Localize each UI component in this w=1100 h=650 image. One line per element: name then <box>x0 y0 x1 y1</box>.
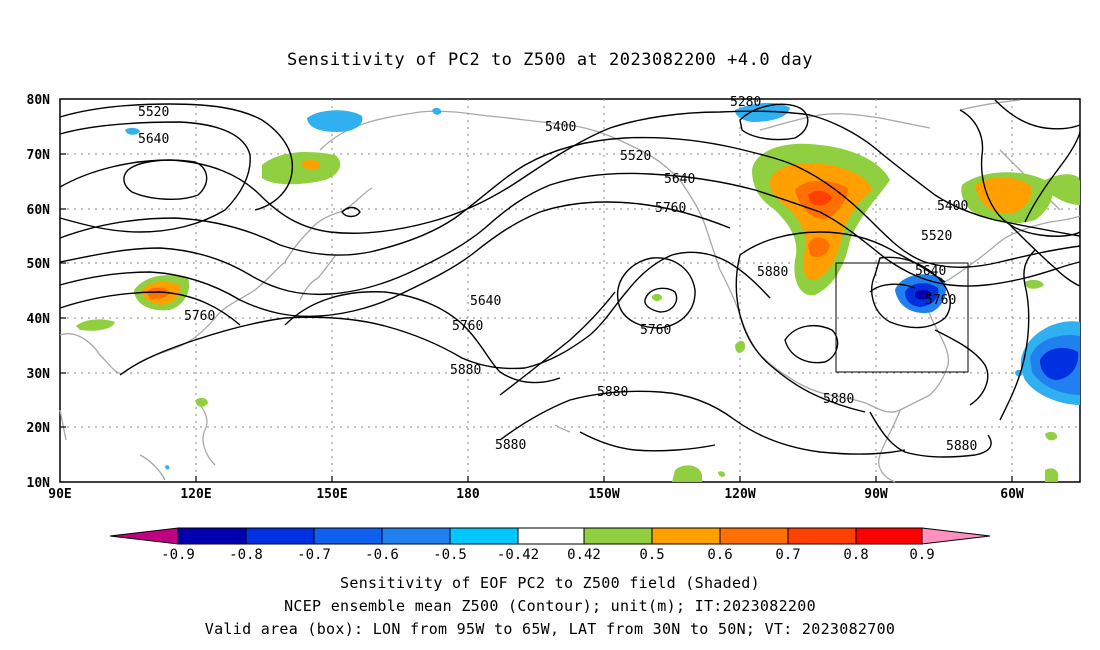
contour-label: 5640 <box>470 294 501 309</box>
longitude-labels: 90E 120E 150E 180 150W 120W 90W 60W <box>48 487 1024 502</box>
lon-label: 60W <box>1000 487 1024 502</box>
colorbar-label: 0.8 <box>843 547 868 563</box>
contour-label: 5760 <box>640 323 671 338</box>
colorbar-label: 0.42 <box>567 547 601 563</box>
lat-label: 80N <box>27 93 51 108</box>
colorbar-swatch <box>855 527 923 545</box>
contour-label: 5640 <box>138 132 169 147</box>
colorbar-label: -0.7 <box>297 547 331 563</box>
lon-label: 120W <box>724 487 755 502</box>
lat-label: 50N <box>27 257 51 272</box>
colorbar-low-triangle <box>109 527 179 545</box>
contour-label: 5880 <box>946 439 977 454</box>
lat-label: 30N <box>27 367 51 382</box>
colorbar-swatch <box>787 527 857 545</box>
colorbar <box>109 527 991 545</box>
colorbar-swatch <box>651 527 721 545</box>
colorbar-swatch <box>583 527 653 545</box>
colorbar-label: 0.7 <box>775 547 800 563</box>
contour-label: 5400 <box>937 199 968 214</box>
contour-label: 5520 <box>620 149 651 164</box>
colorbar-swatch <box>177 527 247 545</box>
contour-label: 5880 <box>823 392 854 407</box>
colorbar-swatch <box>517 527 585 545</box>
z500-contours <box>59 99 1081 458</box>
colorbar-label: -0.6 <box>365 547 399 563</box>
colorbar-label: -0.42 <box>497 547 539 563</box>
lon-label: 120E <box>180 487 211 502</box>
colorbar-swatch <box>719 527 789 545</box>
sensitivity-shading-negative <box>125 102 1080 470</box>
lon-label: 150E <box>316 487 347 502</box>
lon-label: 180 <box>456 487 480 502</box>
caption-line: NCEP ensemble mean Z500 (Contour); unit(… <box>284 597 816 615</box>
colorbar-swatch <box>449 527 519 545</box>
caption-line: Sensitivity of EOF PC2 to Z500 field (Sh… <box>340 574 760 592</box>
colorbar-swatch <box>381 527 451 545</box>
colorbar-label: -0.5 <box>433 547 467 563</box>
contour-label: 5880 <box>757 265 788 280</box>
colorbar-label: -0.8 <box>229 547 263 563</box>
page-title: Sensitivity of PC2 to Z500 at 2023082200… <box>286 50 813 70</box>
lat-label: 70N <box>27 148 51 163</box>
lat-label: 60N <box>27 203 51 218</box>
colorbar-label: -0.9 <box>161 547 195 563</box>
lon-label: 150W <box>588 487 619 502</box>
contour-label: 5640 <box>664 172 695 187</box>
contour-label: 5280 <box>730 95 761 110</box>
contour-labels: 5520 5640 5400 5280 5520 5640 5760 5400 … <box>138 95 977 454</box>
lon-label: 90E <box>48 487 71 502</box>
valid-area-box <box>835 262 969 373</box>
lon-label: 90W <box>864 487 888 502</box>
colorbar-label: 0.5 <box>639 547 664 563</box>
contour-label: 5880 <box>495 438 526 453</box>
caption-line: Valid area (box): LON from 95W to 65W, L… <box>204 620 896 638</box>
contour-label: 5880 <box>597 385 628 400</box>
contour-label: 5400 <box>545 120 576 135</box>
lat-label: 40N <box>27 312 51 327</box>
colorbar-label: 0.6 <box>707 547 732 563</box>
contour-label: 5760 <box>184 309 215 324</box>
lat-label: 20N <box>27 421 51 436</box>
colorbar-high-triangle <box>921 527 991 545</box>
contour-label: 5880 <box>450 363 481 378</box>
colorbar-swatch <box>245 527 315 545</box>
latitude-labels: 80N 70N 60N 50N 40N 30N 20N 10N <box>27 93 51 491</box>
contour-label: 5760 <box>452 319 483 334</box>
lat-label: 10N <box>27 476 51 491</box>
contour-label: 5640 <box>915 264 946 279</box>
contour-label: 5760 <box>925 293 956 308</box>
colorbar-label: 0.9 <box>909 547 934 563</box>
contour-label: 5760 <box>655 201 686 216</box>
colorbar-labels: -0.9 -0.8 -0.7 -0.6 -0.5 -0.42 0.42 0.5 … <box>161 547 935 563</box>
contour-label: 5520 <box>138 105 169 120</box>
colorbar-swatch <box>313 527 383 545</box>
contour-label: 5520 <box>921 229 952 244</box>
axis-ticks <box>60 153 1013 482</box>
